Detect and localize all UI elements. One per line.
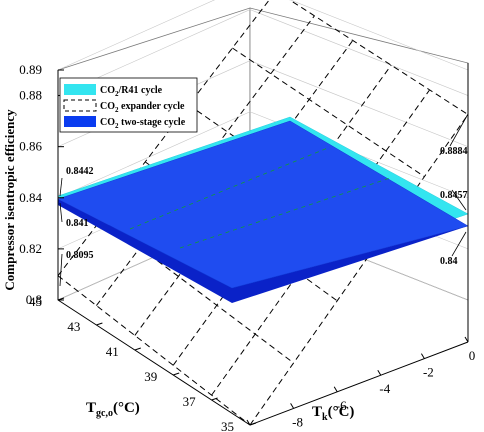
- grid-line-z-right-5: [289, 0, 469, 71]
- annotation-label: 0.841: [66, 218, 89, 229]
- legend-label-expander-post: expander cycle: [119, 101, 185, 112]
- x-axis-title: Tk(°C): [312, 404, 354, 423]
- y-tick-label: 41: [106, 344, 119, 359]
- y-axis-title-sub: gc,o: [96, 408, 113, 419]
- annotation-leader-5: [451, 231, 467, 257]
- legend-label-two-stage-pre: CO: [100, 117, 115, 128]
- legend-swatch-expander: [63, 99, 97, 112]
- x-tick-label: 0: [469, 348, 476, 363]
- y-tick-label: 43: [67, 319, 80, 334]
- x-tick-label: -2: [423, 365, 434, 380]
- z-tick-label: 0.82: [19, 241, 42, 256]
- grid-line-z-right-3: [249, 60, 469, 147]
- z-axis-title: Compressor isentropic efficiency: [2, 109, 17, 291]
- expander-wire-y-4: [211, 89, 431, 396]
- legend-swatch-r41: [64, 84, 96, 95]
- annotation-label: 0.8884: [440, 146, 468, 157]
- annotation-leader-0: [59, 177, 63, 197]
- z-tick-label: 0.8: [26, 292, 42, 307]
- surface-diag-2: [179, 177, 391, 249]
- legend-label-r41-post: /R41 cycle: [118, 85, 163, 96]
- series-co2-two-stage-side: [58, 199, 468, 303]
- legend: CO2/R41 cycle CO2 expander cycle CO2 two…: [59, 77, 198, 133]
- x-tick-2: [333, 386, 338, 393]
- y-tick-0: [249, 422, 257, 426]
- annotation-label: 0.8095: [66, 250, 94, 261]
- y-tick-label: 35: [221, 419, 234, 432]
- expander-wire-y-5: [249, 114, 469, 426]
- x-tick-4: [420, 353, 425, 359]
- z-tick-label: 0.89: [19, 62, 42, 77]
- legend-label-expander-sub: 2: [115, 106, 119, 114]
- y-tick-1: [211, 397, 218, 401]
- y-axis-title: Tgc,o(°C): [86, 400, 140, 419]
- z-tick-label: 0.84: [19, 190, 42, 205]
- legend-label-two-stage-post: two-stage cycle: [119, 117, 186, 128]
- legend-label-r41-sub: 2: [115, 90, 119, 98]
- legend-label-r41: CO2/R41 cycle: [100, 85, 163, 98]
- x-tick-1: [290, 403, 295, 409]
- x-tick-0: [246, 419, 251, 426]
- annotation-leader-3: [449, 113, 469, 147]
- y-axis-title-unit: (°C): [113, 400, 140, 416]
- legend-label-two-stage: CO2 two-stage cycle: [100, 117, 186, 130]
- y-axis-line: [57, 299, 251, 426]
- z-tick-label: 0.88: [19, 88, 42, 103]
- expander-wire-x-4: [232, 47, 425, 178]
- annotation-label: 0.8442: [66, 166, 94, 177]
- y-tick-5: [57, 297, 65, 301]
- x-axis-line: [249, 341, 469, 426]
- grid-line-z-left-5: [57, 0, 216, 71]
- y-tick-label: 45: [29, 294, 42, 309]
- x-tick-label: -8: [292, 414, 303, 429]
- annotations: 0.8442 0.841 0.8095 0.8884 0.8457 0.84: [59, 113, 469, 287]
- x-tick-label: -6: [336, 398, 347, 413]
- x-axis-title-sub: k: [322, 412, 328, 423]
- x-axis-title-unit: (°C): [328, 404, 355, 420]
- tick-labels: 0.80.820.840.860.880.89353739414345-10-8…: [19, 62, 475, 432]
- annotation-label: 0.84: [440, 256, 458, 267]
- legend-label-expander: CO2 expander cycle: [100, 101, 185, 114]
- y-tick-2: [173, 372, 180, 376]
- x-tick-5: [464, 336, 469, 343]
- annotation-leader-2: [59, 253, 63, 287]
- legend-label-expander-pre: CO: [100, 101, 115, 112]
- z-tick-label: 0.86: [19, 139, 42, 154]
- legend-swatch-two-stage: [64, 116, 96, 127]
- y-tick-3: [134, 347, 141, 351]
- legend-label-r41-pre: CO: [100, 85, 115, 96]
- axis-frame: [57, 63, 469, 426]
- expander-wire-x-0: [57, 275, 251, 426]
- y-tick-label: 37: [183, 394, 197, 409]
- y-tick-4: [96, 322, 103, 326]
- x-tick-3: [377, 369, 382, 376]
- annotation-label: 0.8457: [440, 190, 468, 201]
- solid-surfaces: [57, 116, 469, 303]
- grid-line-z-right-4: [249, 9, 469, 96]
- x-axis-title-main: T: [312, 404, 322, 420]
- x-tick-label: -4: [379, 381, 390, 396]
- grid-line-z-left-2: [57, 111, 251, 199]
- legend-label-two-stage-sub: 2: [115, 122, 119, 130]
- annotation-leader-4: [451, 189, 467, 211]
- expander-wire-x-5: [288, 0, 469, 115]
- annotation-leader-1: [59, 202, 63, 223]
- y-axis-title-main: T: [86, 400, 96, 416]
- y-tick-label: 39: [144, 369, 157, 384]
